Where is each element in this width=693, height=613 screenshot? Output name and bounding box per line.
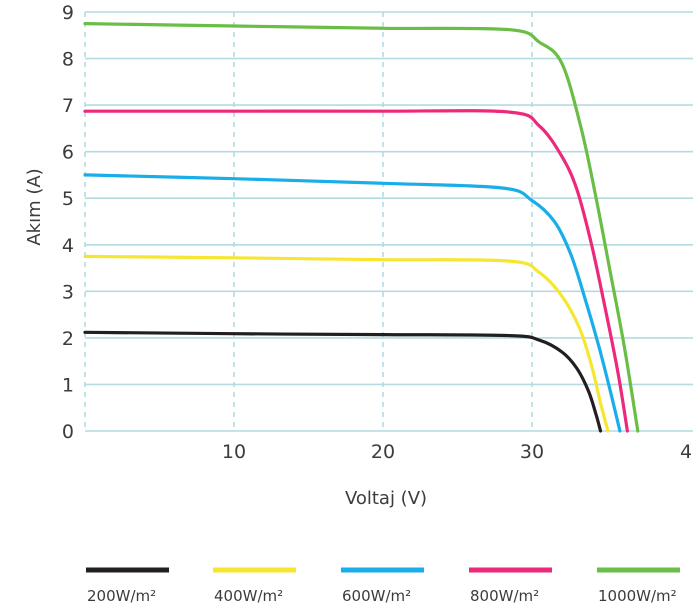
grid — [84, 11, 693, 432]
legend-label: 600W/m² — [342, 587, 411, 605]
series-line — [83, 330, 603, 433]
legend: 200W/m² 400W/m² 600W/m² 800W/m² 1000W/m² — [86, 567, 680, 605]
series-line — [83, 173, 622, 433]
x-tick-label: 10 — [222, 441, 246, 463]
legend-label: 400W/m² — [214, 587, 283, 605]
x-tick-label: 30 — [520, 441, 544, 463]
x-axis-label: Voltaj (V) — [345, 488, 427, 509]
x-tick-label: 40 — [680, 441, 693, 463]
series-line — [83, 22, 640, 433]
x-tick-label: 20 — [371, 441, 395, 463]
legend-label: 800W/m² — [470, 587, 539, 605]
legend-label: 200W/m² — [87, 587, 156, 605]
y-axis-ticks: 0 1 2 3 4 5 6 7 8 9 — [62, 2, 74, 443]
y-tick-label: 1 — [62, 374, 74, 396]
y-tick-label: 9 — [62, 2, 74, 24]
y-tick-label: 8 — [62, 49, 74, 71]
y-axis-label: Akım (A) — [24, 168, 45, 245]
x-axis-ticks: 10 20 30 40 — [222, 441, 693, 463]
y-tick-label: 5 — [62, 188, 74, 210]
y-tick-label: 2 — [62, 328, 74, 350]
y-tick-label: 3 — [62, 281, 74, 303]
legend-label: 1000W/m² — [598, 587, 677, 605]
y-tick-label: 0 — [62, 421, 74, 443]
series-line — [83, 254, 610, 433]
y-tick-label: 7 — [62, 95, 74, 117]
y-tick-label: 4 — [62, 235, 74, 257]
series-line — [83, 109, 629, 433]
series-lines — [83, 22, 640, 433]
y-tick-label: 6 — [62, 142, 74, 164]
